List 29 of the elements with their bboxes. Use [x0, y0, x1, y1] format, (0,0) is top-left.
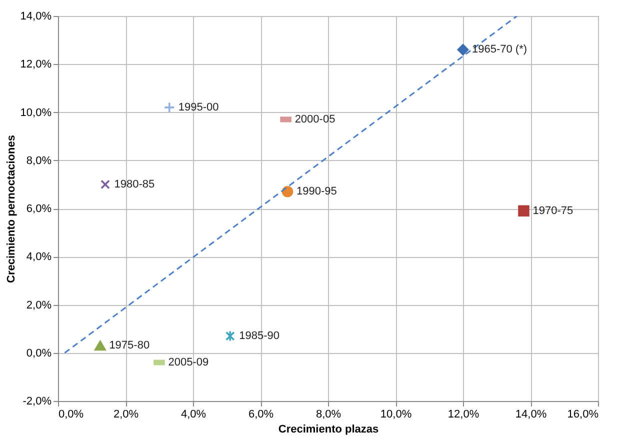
series-label: 1975-80	[109, 340, 150, 352]
x-tick-label: 8,0%	[316, 408, 342, 420]
series-label: 1995-00	[178, 101, 219, 114]
x-axis-title: Crecimiento plazas	[278, 424, 379, 436]
x-tick-label: 4,0%	[180, 408, 206, 420]
series-label: 1965-70 (*)	[472, 44, 528, 56]
x-tick-label: 14,0%	[515, 408, 547, 420]
y-tick-label: 10,0%	[20, 106, 52, 119]
y-tick-label: 14,0%	[20, 10, 52, 22]
y-tick-label: 6,0%	[26, 203, 52, 215]
x-tick-label: 2,0%	[113, 408, 139, 420]
series-label: 2000-05	[294, 113, 336, 126]
y-tick-label: 8,0%	[26, 154, 52, 167]
series-label: 1990-95	[296, 186, 337, 198]
series-label: 1985-90	[239, 330, 280, 342]
series-label: 1980-85	[114, 178, 155, 190]
x-tick-label: 6,0%	[248, 408, 274, 420]
y-tick-label: 4,0%	[26, 251, 52, 264]
y-tick-label: -2,0%	[22, 396, 52, 408]
x-tick-label: 16,0%	[567, 408, 599, 420]
series-label: 1970-75	[532, 204, 574, 217]
y-tick-label: 0,0%	[26, 347, 52, 360]
y-axis-title: Crecimiento pernoctaciones	[5, 135, 18, 283]
x-tick-label: 0,0%	[58, 408, 84, 420]
x-tick-label: 12,0%	[448, 408, 480, 420]
x-tick-label: 10,0%	[380, 408, 412, 420]
series-label: 2005-09	[168, 356, 209, 368]
y-tick-label: 2,0%	[26, 299, 52, 312]
y-tick-label: 12,0%	[20, 58, 52, 71]
